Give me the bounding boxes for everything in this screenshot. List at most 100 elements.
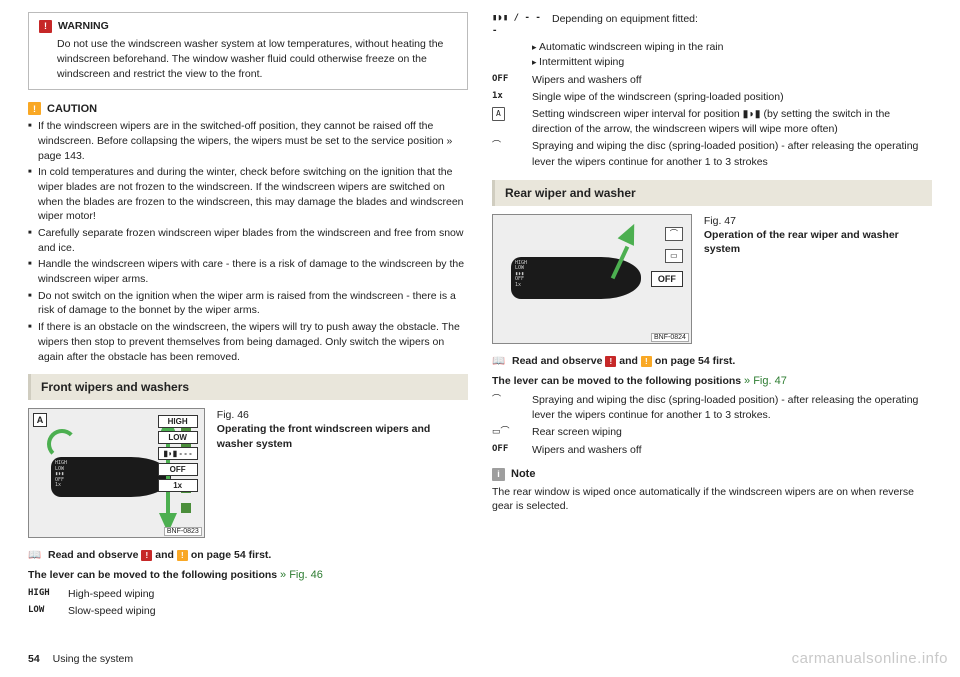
read-part: on page 54 first.: [655, 355, 736, 367]
caution-title: CAUTION: [47, 103, 97, 115]
caution-icon: !: [177, 550, 188, 561]
fig47-code: BNF-0824: [651, 333, 689, 342]
note-text: The rear window is wiped once automatica…: [492, 485, 932, 514]
def-text: Slow-speed wiping: [68, 604, 156, 619]
rear-section-heading: Rear wiper and washer: [492, 180, 932, 206]
wipe-icon: ▭: [665, 249, 683, 263]
warning-title: WARNING: [58, 19, 109, 33]
def-row: OFF Wipers and washers off: [492, 443, 932, 458]
read-part: on page 54 first.: [191, 549, 272, 561]
sub-bullets: Automatic windscreen wiping in the rain …: [492, 40, 932, 70]
front-defs: HIGH High-speed wiping LOW Slow-speed wi…: [28, 587, 468, 619]
warning-icon: !: [39, 20, 52, 33]
def-row: 1x Single wipe of the windscreen (spring…: [492, 90, 932, 105]
caution-item: Handle the windscreen wipers with care -…: [28, 257, 468, 286]
page-number: 54: [28, 653, 40, 665]
lbl-1x: 1x: [158, 479, 198, 492]
fig46-title: Operating the front windscreen wipers an…: [217, 423, 431, 449]
def-text: Setting windscreen wiper interval for po…: [532, 107, 932, 137]
note-icon: i: [492, 468, 505, 481]
watermark: carmanualsonline.info: [792, 650, 948, 667]
lbl-low: LOW: [158, 431, 198, 444]
read-part: Read and observe: [512, 355, 605, 367]
chapter-title: Using the system: [53, 653, 134, 665]
green-marker: [181, 503, 191, 513]
caution-icon: !: [641, 356, 652, 367]
book-icon: 📖: [28, 549, 41, 561]
green-curve-arrow: [47, 429, 77, 459]
caution-item: If the windscreen wipers are in the swit…: [28, 119, 468, 163]
lbl-high: HIGH: [158, 415, 198, 428]
def-row: ⌒ Spraying and wiping the disc (spring-l…: [492, 139, 932, 169]
read-part: and: [619, 355, 641, 367]
fig46-caption: Fig. 46 Operating the front windscreen w…: [217, 408, 468, 538]
sym-wipe-rear: ▭⌒: [492, 425, 522, 440]
rear-lead: The lever can be moved to the following …: [492, 375, 932, 387]
def-row: ▭⌒ Rear screen wiping: [492, 425, 932, 440]
def-row: ⌒ Spraying and wiping the disc (spring-l…: [492, 393, 932, 423]
fig47-title: Operation of the rear wiper and washer s…: [704, 229, 899, 255]
fig46-number: Fig. 46: [217, 408, 468, 422]
page-footer: 54 Using the system: [28, 653, 133, 665]
sym-high: HIGH: [28, 587, 58, 602]
note-title: Note: [511, 468, 535, 480]
warning-icon: !: [605, 356, 616, 367]
caution-item: Do not switch on the ignition when the w…: [28, 289, 468, 318]
fig47-caption: Fig. 47 Operation of the rear wiper and …: [704, 214, 932, 344]
wiper-stalk: HIGHLOW▮◗▮OFF1x: [51, 457, 171, 497]
def-text: Spraying and wiping the disc (spring-loa…: [532, 393, 932, 423]
front-lead-text: The lever can be moved to the following …: [28, 569, 280, 581]
def-text: Spraying and wiping the disc (spring-loa…: [532, 139, 932, 169]
sub-item: Intermittent wiping: [532, 55, 932, 70]
lbl-int: ▮◗▮ - - -: [158, 447, 198, 460]
fig46-side-labels: HIGH LOW ▮◗▮ - - - OFF 1x: [158, 415, 198, 492]
fig47-number: Fig. 47: [704, 214, 932, 228]
def-row: A Setting windscreen wiper interval for …: [492, 107, 932, 137]
sym-spray-rear: ⌒: [492, 393, 522, 423]
def-row: HIGH High-speed wiping: [28, 587, 468, 602]
caution-item: In cold temperatures and during the wint…: [28, 165, 468, 224]
note-heading: i Note: [492, 468, 932, 481]
right-top-defs: ▮◗▮ / - - - Depending on equipment fitte…: [492, 12, 932, 38]
read-part: and: [155, 549, 177, 561]
def-row: ▮◗▮ / - - - Depending on equipment fitte…: [492, 12, 932, 38]
warning-text: Do not use the windscreen washer system …: [39, 37, 457, 81]
green-arrow-up: [618, 220, 643, 246]
def-row: OFF Wipers and washers off: [492, 73, 932, 88]
stalk-markings-rear: HIGHLOW▮◗▮OFF1x: [515, 261, 527, 289]
sym-low: LOW: [28, 604, 58, 619]
def-text: Wipers and washers off: [532, 443, 642, 458]
fig46-link: » Fig. 46: [280, 569, 323, 581]
read-observe-front: 📖 Read and observe ! and ! on page 54 fi…: [28, 548, 468, 561]
def-text: High-speed wiping: [68, 587, 154, 602]
front-lead: The lever can be moved to the following …: [28, 569, 468, 581]
left-column: ! WARNING Do not use the windscreen wash…: [28, 12, 468, 622]
front-section-heading: Front wipers and washers: [28, 374, 468, 400]
def-text: Wipers and washers off: [532, 73, 642, 88]
def-text: Rear screen wiping: [532, 425, 622, 440]
sym-off-rear: OFF: [492, 443, 522, 458]
rear-defs: ⌒ Spraying and wiping the disc (spring-l…: [492, 393, 932, 458]
book-icon: 📖: [492, 355, 505, 367]
caution-item: Carefully separate frozen windscreen wip…: [28, 226, 468, 255]
sym-a: A: [492, 107, 522, 137]
fig47-block: HIGHLOW▮◗▮OFF1x ⌒ ▭ OFF BNF-0824 Fig. 47…: [492, 214, 932, 344]
lbl-off: OFF: [158, 463, 198, 476]
sym-spray: ⌒: [492, 139, 522, 169]
caution-list: If the windscreen wipers are in the swit…: [28, 119, 468, 364]
warning-icon: !: [141, 550, 152, 561]
fig46-code: BNF-0823: [164, 527, 202, 536]
off-label: OFF: [651, 271, 683, 287]
caution-item: If there is an obstacle on the windscree…: [28, 320, 468, 364]
def-row: LOW Slow-speed wiping: [28, 604, 468, 619]
read-part: Read and observe: [48, 549, 141, 561]
spray-icon: ⌒: [665, 227, 683, 241]
rear-lead-text: The lever can be moved to the following …: [492, 375, 744, 387]
caution-icon: !: [28, 102, 41, 115]
fig46-block: A HIGHLOW▮◗▮OFF1x HIGH: [28, 408, 468, 538]
sym-off: OFF: [492, 73, 522, 88]
fig47-link: » Fig. 47: [744, 375, 787, 387]
sym-1x: 1x: [492, 90, 522, 105]
right-top-defs2: OFF Wipers and washers off 1x Single wip…: [492, 73, 932, 170]
sub-item: Automatic windscreen wiping in the rain: [532, 40, 932, 55]
